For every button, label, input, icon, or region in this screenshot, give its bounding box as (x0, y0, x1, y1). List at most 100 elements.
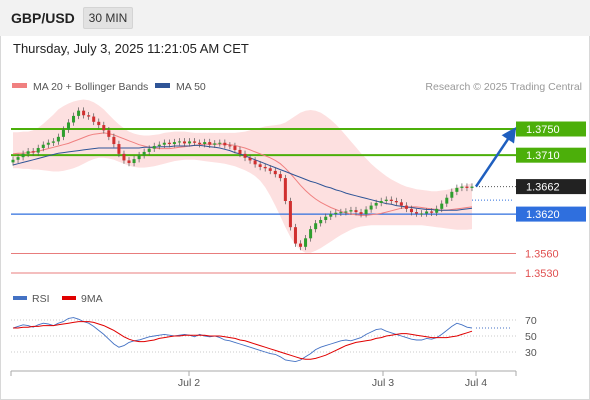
candle-body (430, 211, 434, 213)
candle-body (263, 166, 267, 169)
candles-layer (11, 107, 474, 251)
candle-body (304, 238, 308, 247)
candle-body (152, 146, 156, 149)
candle-body (208, 142, 212, 145)
level-label-1-3750: 1.3750 (526, 124, 560, 136)
candle-body (36, 147, 40, 153)
candle-body (188, 141, 192, 144)
candle-body (72, 115, 76, 123)
candle-body (223, 142, 227, 146)
candle-body (404, 205, 408, 209)
candle-body (339, 212, 343, 214)
rsi-line (12, 317, 473, 363)
datetime-label: Thursday, July 3, 2025 11:21:05 AM CET (13, 41, 249, 56)
candle-body (445, 197, 449, 204)
candle-body (440, 203, 444, 209)
candle-body (465, 186, 469, 188)
candle-body (349, 210, 353, 212)
candle-body (51, 141, 55, 143)
level-label-1-3620: 1.3620 (526, 209, 560, 221)
candle-body (470, 186, 474, 188)
level-badge-1-3620 (516, 206, 586, 222)
rsi-panel: 70 50 30 (11, 315, 537, 363)
candle-body (450, 191, 454, 198)
candle-body (283, 178, 287, 201)
moving-averages-layer (12, 132, 473, 216)
price-labels-layer: 1.3750 1.3710 1.3620 1.3560 1.3530 1.3662 (472, 121, 586, 280)
level-badge-1-3710 (516, 147, 586, 163)
candle-body (26, 151, 30, 154)
x-tick-label: Jul 4 (465, 377, 487, 389)
candle-body (379, 201, 383, 203)
candle-body (203, 142, 207, 145)
candle-body (344, 211, 348, 213)
candle-body (273, 170, 277, 175)
x-tick-label: Jul 3 (372, 377, 394, 389)
candle-body (334, 212, 338, 215)
forecast-arrow (474, 126, 517, 188)
current-price-label: 1.3662 (526, 182, 560, 194)
candle-body (46, 142, 50, 145)
x-tick-label: Jul 2 (178, 377, 200, 389)
bollinger-legend-label: MA 20 + Bollinger Bands (33, 81, 148, 93)
candle-body (142, 151, 146, 156)
candle-body (384, 199, 388, 201)
candle-body (172, 142, 176, 145)
candle-body (298, 243, 303, 247)
candle-body (198, 142, 202, 145)
candle-body (167, 142, 171, 145)
candle-body (147, 148, 151, 152)
candle-body (364, 209, 368, 215)
candle-body (162, 142, 166, 145)
bollinger-band-area (13, 99, 472, 253)
candle-body (77, 110, 81, 116)
candle-body (107, 130, 111, 137)
ma9-legend-swatch (62, 296, 76, 300)
candle-body (182, 141, 187, 144)
candle-body (213, 143, 217, 145)
candle-body (374, 202, 378, 206)
candle-body (409, 208, 413, 213)
ma9-legend-label: 9MA (81, 293, 103, 305)
level-badge-1-3750 (516, 121, 586, 137)
candle-body (425, 211, 429, 214)
candle-body (253, 160, 257, 165)
candle-body (56, 136, 60, 142)
candle-body (415, 212, 419, 214)
timeframe-button[interactable]: 30 MIN (83, 7, 133, 29)
candle-body (248, 157, 252, 161)
candle-body (228, 145, 232, 147)
credit-label: Research © 2025 Trading Central (425, 81, 582, 93)
candle-body (137, 155, 141, 160)
candle-body (16, 157, 20, 160)
candle-body (243, 153, 247, 158)
candle-body (127, 160, 131, 164)
candle-body (389, 199, 393, 201)
ma50-legend-label: MA 50 (176, 81, 206, 93)
candle-body (268, 168, 272, 171)
rsi-tick-50: 50 (525, 331, 537, 343)
candle-body (21, 153, 25, 158)
candle-body (11, 159, 15, 163)
candle-body (193, 141, 197, 143)
candle-body (435, 208, 439, 213)
candle-body (288, 201, 292, 228)
ma20-line (12, 132, 473, 216)
chart-header: GBP/USD 30 MIN (0, 0, 590, 36)
rsi-tick-70: 70 (525, 315, 537, 327)
candle-body (319, 219, 323, 224)
candle-body (455, 187, 459, 192)
candle-body (87, 115, 91, 117)
candle-body (369, 205, 373, 210)
candle-body (399, 202, 403, 206)
symbol-label: GBP/USD (11, 10, 75, 26)
candle-body (420, 213, 424, 215)
current-price-badge (516, 179, 586, 195)
candle-body (359, 212, 363, 215)
candle-body (278, 174, 282, 179)
candle-body (293, 227, 297, 244)
candle-body (102, 125, 106, 131)
candle-body (61, 129, 65, 137)
candle-body (233, 146, 237, 150)
candle-body (132, 159, 136, 164)
